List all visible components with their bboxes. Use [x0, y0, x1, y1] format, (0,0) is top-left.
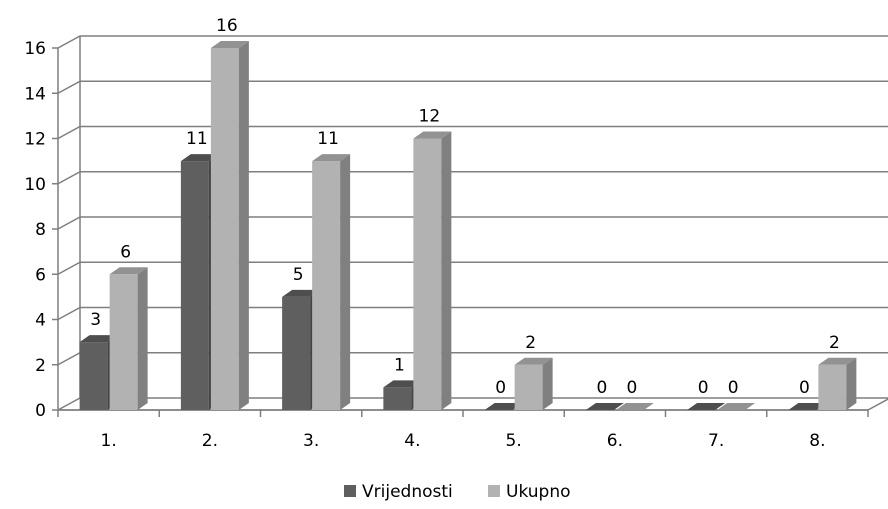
data-label-vrijednosti-8: 0	[799, 378, 810, 398]
y-tick-label: 2	[35, 356, 46, 376]
data-label-ukupno-8: 2	[829, 333, 840, 353]
data-label-ukupno-1: 6	[120, 242, 131, 262]
bar-vrijednosti-8	[788, 403, 827, 410]
bar-ukupno-8	[818, 357, 857, 410]
legend-swatch-vrijednosti	[344, 485, 356, 497]
legend-label-vrijednosti: Vrijednosti	[362, 482, 453, 502]
data-label-ukupno-2: 16	[216, 16, 238, 36]
gridline	[57, 35, 888, 49]
bar-ukupno-4	[413, 131, 452, 410]
bar-ukupno-7	[717, 403, 756, 410]
x-tick-label: 4.	[404, 431, 420, 451]
data-label-vrijednosti-6: 0	[596, 378, 607, 398]
bar-ukupno-6	[615, 403, 654, 410]
legend-label-ukupno: Ukupno	[506, 482, 571, 502]
gridline	[57, 125, 888, 140]
legend-swatch-ukupno	[488, 485, 500, 497]
bar-vrijednosti-5	[484, 403, 523, 410]
bar-ukupno-1	[109, 267, 148, 410]
data-label-vrijednosti-2: 11	[186, 129, 208, 149]
x-tick-label: 8.	[809, 431, 825, 451]
data-label-vrijednosti-7: 0	[698, 378, 709, 398]
bar-ukupno-2	[210, 41, 249, 410]
data-label-ukupno-7: 0	[728, 378, 739, 398]
y-tick-label: 12	[24, 130, 46, 150]
gridline	[57, 80, 888, 94]
data-label-ukupno-4: 12	[419, 107, 441, 127]
data-label-vrijednosti-5: 0	[495, 378, 506, 398]
data-label-ukupno-3: 11	[317, 129, 339, 149]
x-tick-label: 3.	[303, 431, 319, 451]
bar-ukupno-5	[514, 357, 553, 410]
data-label-ukupno-5: 2	[525, 333, 536, 353]
x-tick-label: 2.	[202, 431, 218, 451]
bar-vrijednosti-6	[585, 403, 624, 410]
y-tick-label: 16	[24, 39, 46, 59]
data-label-vrijednosti-4: 1	[394, 355, 405, 375]
y-tick-label: 14	[24, 84, 46, 104]
y-tick-label: 6	[35, 265, 46, 285]
data-label-ukupno-6: 0	[626, 378, 637, 398]
bar-vrijednosti-7	[687, 403, 726, 410]
bar-ukupno-3	[312, 154, 351, 410]
legend: Vrijednosti Ukupno	[344, 482, 571, 502]
bars	[79, 41, 857, 410]
x-tick-label: 7.	[708, 431, 724, 451]
x-tick-label: 6.	[607, 431, 623, 451]
x-tick-label: 1.	[101, 431, 117, 451]
y-tick-label: 10	[24, 175, 46, 195]
y-tick-label: 8	[35, 220, 46, 240]
data-label-vrijednosti-3: 5	[293, 265, 304, 285]
y-tick-label: 0	[35, 401, 46, 421]
y-tick-label: 4	[35, 311, 46, 331]
data-label-vrijednosti-1: 3	[90, 310, 101, 330]
x-tick-label: 5.	[506, 431, 522, 451]
